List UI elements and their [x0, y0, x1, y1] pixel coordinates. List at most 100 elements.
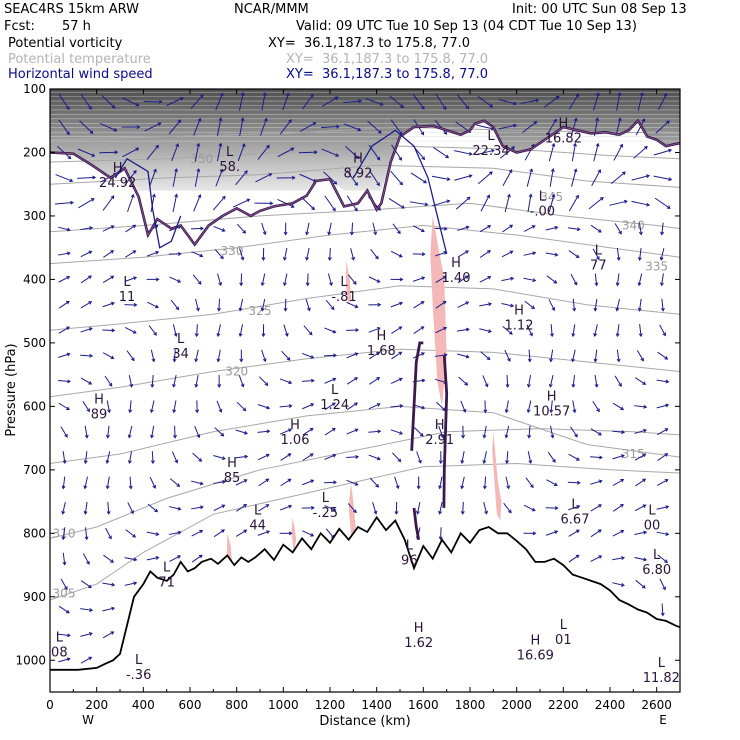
wind-arrow [567, 505, 580, 511]
wind-arrowhead [513, 123, 518, 128]
wind-arrow [279, 378, 292, 384]
wind-arrow [483, 451, 487, 464]
wind-arrow [413, 225, 425, 232]
wind-arrowhead [421, 105, 425, 110]
wind-arrow [548, 299, 555, 311]
wind-arrowhead [222, 480, 227, 484]
wind-arrowhead [194, 383, 199, 388]
wind-arrowhead [595, 92, 600, 97]
wind-arrow [546, 479, 558, 486]
wind-arrow [368, 454, 381, 460]
wind-arrowhead [196, 142, 201, 147]
wind-arrow [303, 325, 313, 336]
wind-arrowhead [312, 122, 317, 126]
wind-arrow [172, 324, 177, 337]
wind-arrowhead [88, 301, 93, 305]
wind-arrow [299, 122, 316, 132]
wind-arrowhead [468, 174, 473, 179]
terrain-profile [50, 515, 680, 692]
wind-arrow [280, 478, 292, 487]
model-title: SEAC4RS 15km ARW [4, 2, 140, 17]
wind-arrowhead [510, 303, 515, 308]
wind-arrow [321, 148, 339, 157]
wind-arrow [324, 195, 336, 211]
wind-arrow [192, 452, 202, 462]
wind-arrowhead [510, 276, 515, 281]
wind-arrowhead [526, 383, 531, 388]
wind-arrow [261, 349, 266, 362]
wind-arrowhead [105, 434, 110, 439]
wind-arrow [302, 530, 314, 537]
wind-arrowhead [128, 485, 133, 490]
extremum-value: 22.34 [472, 144, 509, 159]
wind-arrowhead [594, 383, 599, 388]
pv-column [410, 341, 424, 451]
wind-arrow [239, 92, 244, 111]
wind-arrowhead [132, 224, 137, 229]
wind-arrow [122, 147, 139, 158]
wind-arrowhead [83, 510, 88, 515]
wind-arrowhead [617, 117, 622, 122]
wind-arrowhead [332, 402, 336, 407]
wind-arrow [590, 504, 602, 512]
wind-arrow [166, 97, 184, 106]
wind-arrow [191, 530, 203, 537]
extremum-value: 58. [219, 160, 240, 175]
wind-arrow [523, 225, 536, 232]
wind-arrow [412, 94, 425, 110]
wind-arrowhead [308, 331, 313, 336]
wind-arrowhead [283, 307, 288, 312]
wind-arrowhead [219, 168, 224, 173]
theta-contour [50, 348, 680, 398]
extremum-type: H [59, 713, 69, 728]
wind-arrow [280, 453, 291, 461]
wind-arrowhead [377, 302, 382, 307]
wind-arrow [122, 97, 139, 106]
field-theta-name: Potential temperature [8, 52, 151, 67]
wind-arrowhead [398, 377, 403, 382]
wind-arrow [461, 451, 465, 464]
wind-arrow [298, 151, 317, 154]
wind-arrow [612, 530, 624, 537]
wind-arrow [346, 377, 358, 385]
wind-arrowhead [333, 353, 337, 358]
wind-arrowhead [305, 256, 309, 261]
extremum-value: 1.24 [320, 398, 349, 413]
wind-arrowhead [88, 632, 93, 636]
wind-arrow [324, 327, 336, 333]
wind-arrowhead [310, 403, 315, 407]
wind-arrow [547, 451, 556, 463]
wind-arrow [195, 374, 199, 387]
wind-arrowhead [108, 382, 113, 387]
wind-arrowhead [662, 332, 666, 337]
wind-arrow [194, 143, 200, 162]
wind-arrow [346, 479, 358, 486]
wind-arrow [612, 402, 624, 410]
wind-arrow [257, 430, 270, 433]
wind-arrow [477, 95, 493, 108]
wind-arrow [635, 377, 646, 385]
wind-arrowhead [421, 156, 426, 161]
wind-arrowhead [155, 556, 160, 560]
wind-arrow [528, 349, 531, 362]
wind-arrowhead [220, 255, 224, 260]
wind-arrowhead [490, 148, 495, 153]
wind-arrow [213, 481, 226, 484]
wind-arrow [614, 375, 622, 387]
wind-arrowhead [504, 434, 509, 439]
wind-arrowhead [327, 257, 332, 261]
wind-arrowhead [286, 356, 291, 361]
extremum-value: 34 [172, 347, 189, 362]
wind-arrowhead [594, 282, 599, 287]
wind-arrow [301, 196, 315, 210]
extremum-type: H [290, 418, 300, 433]
wind-arrowhead [130, 510, 134, 515]
wind-arrowhead [576, 227, 581, 232]
wind-arrowhead [646, 174, 650, 179]
wind-arrowhead [489, 104, 494, 108]
wind-arrow [302, 479, 314, 486]
wind-arrow [476, 124, 495, 130]
y-tick-label: 900 [23, 590, 46, 604]
wind-arrow [480, 351, 491, 360]
wind-arrowhead [615, 307, 620, 312]
